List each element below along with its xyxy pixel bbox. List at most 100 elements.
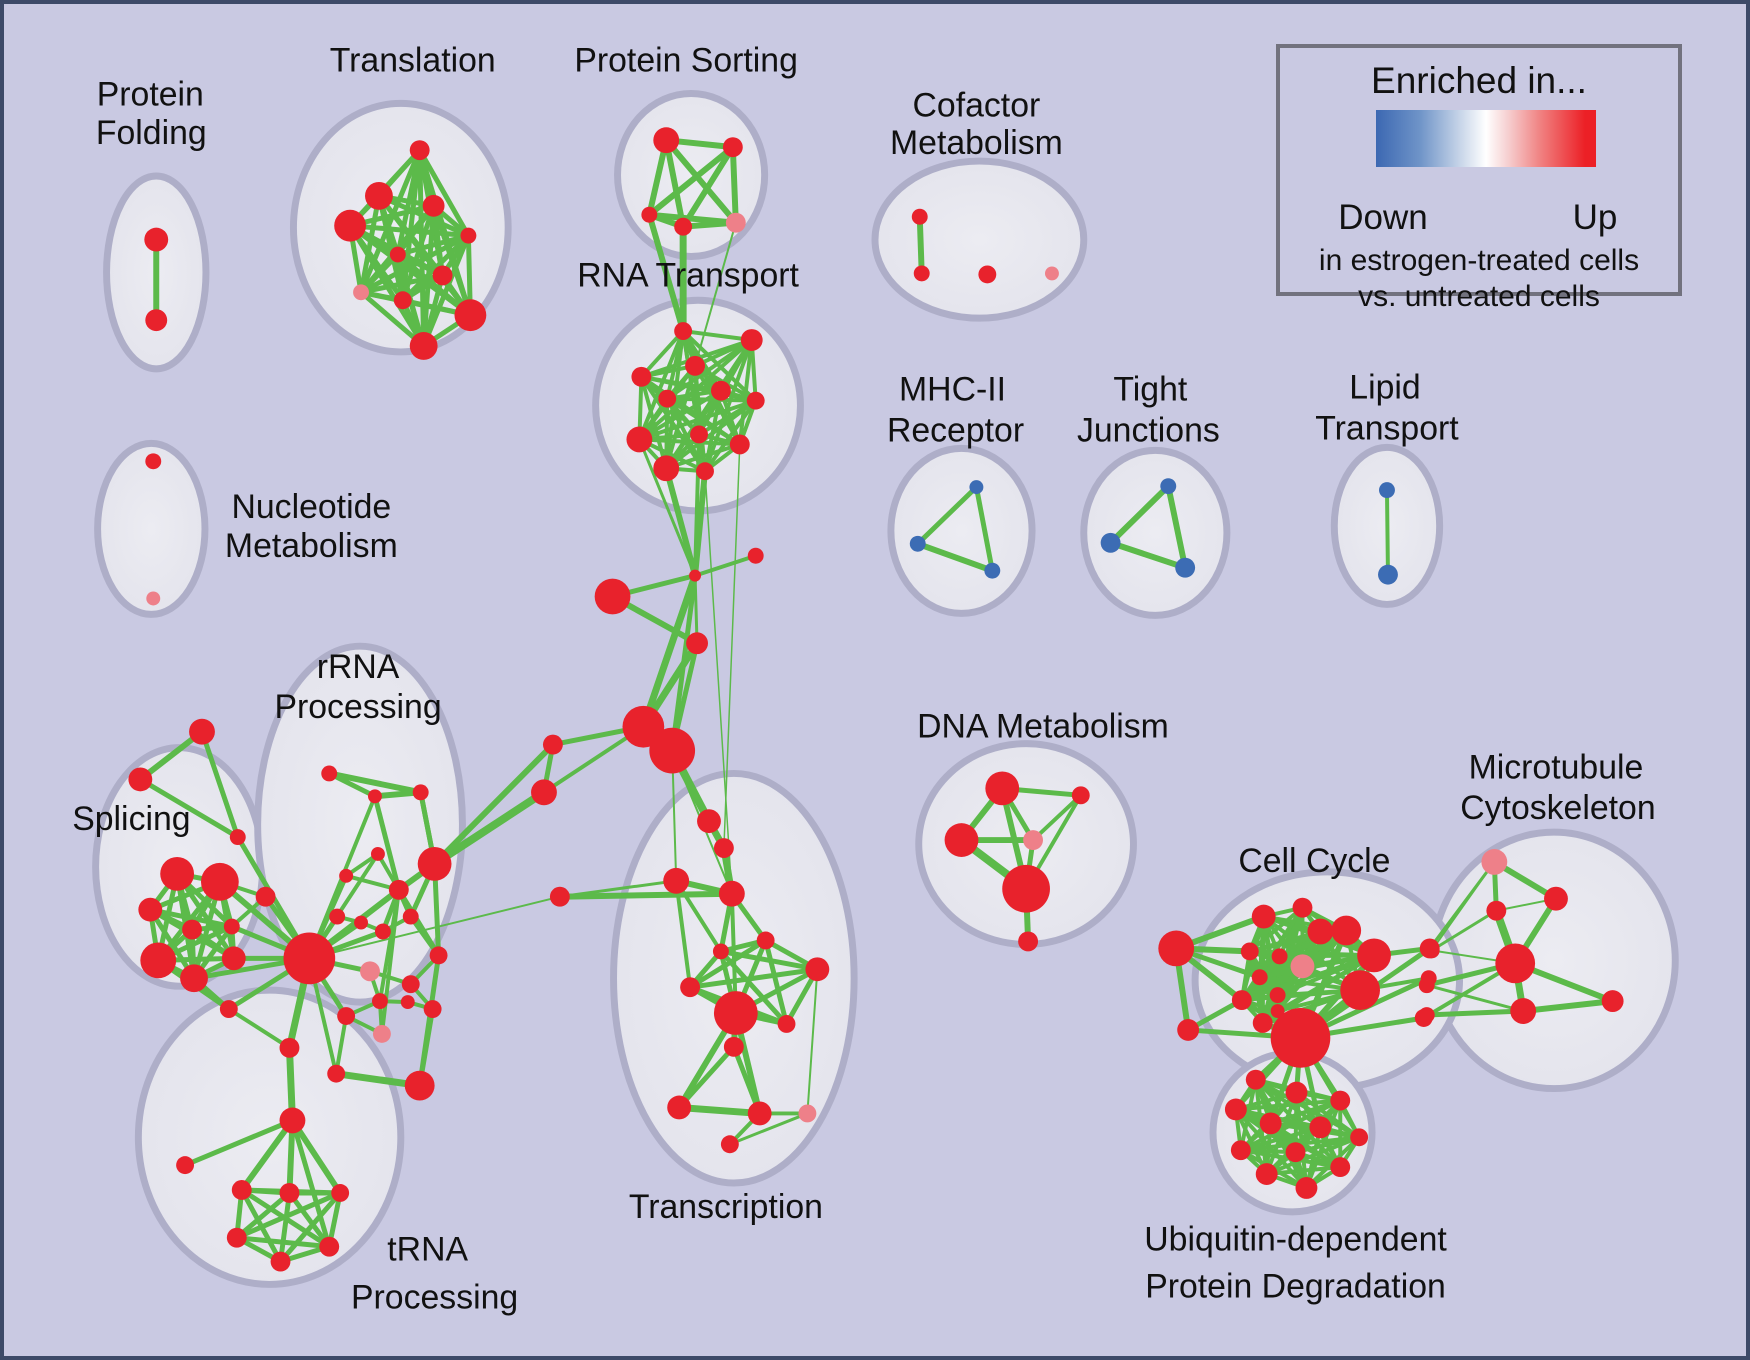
node-c1[interactable] <box>219 1000 238 1018</box>
node-cc9[interactable] <box>1251 969 1268 986</box>
node-mt4[interactable] <box>1495 943 1536 984</box>
node-s1[interactable] <box>160 856 195 891</box>
node-cc15[interactable] <box>1270 1004 1285 1018</box>
node-r17[interactable] <box>400 995 415 1010</box>
node-cc10[interactable] <box>1357 938 1391 973</box>
node-r1[interactable] <box>321 765 338 782</box>
node-u12[interactable] <box>1295 1177 1318 1199</box>
node-t1[interactable] <box>409 140 430 161</box>
node-s4[interactable] <box>182 919 202 940</box>
node-d6[interactable] <box>1018 931 1039 952</box>
node-ps1[interactable] <box>653 127 680 154</box>
node-f1[interactable] <box>189 718 215 745</box>
node-d3[interactable] <box>1023 830 1044 850</box>
node-tj1[interactable] <box>1160 478 1177 495</box>
node-rt3[interactable] <box>685 355 706 376</box>
node-r6[interactable] <box>388 879 409 900</box>
node-r4[interactable] <box>370 847 385 861</box>
node-c6[interactable] <box>542 734 563 755</box>
node-rt2[interactable] <box>740 329 763 351</box>
node-cc4[interactable] <box>1307 918 1334 945</box>
node-r3[interactable] <box>412 784 429 801</box>
node-b1[interactable] <box>279 1037 300 1058</box>
node-u5[interactable] <box>1259 1112 1282 1135</box>
node-rt6[interactable] <box>746 391 765 410</box>
node-ps5[interactable] <box>725 212 746 233</box>
node-cf3[interactable] <box>978 265 997 284</box>
node-r9[interactable] <box>354 915 368 930</box>
node-pf1[interactable] <box>144 227 169 252</box>
node-cc7[interactable] <box>1271 948 1288 965</box>
node-cc14[interactable] <box>1252 1013 1273 1033</box>
node-x4[interactable] <box>718 880 745 907</box>
node-u10[interactable] <box>1255 1163 1278 1186</box>
node-h6[interactable] <box>319 1236 340 1257</box>
node-cc19[interactable] <box>1420 970 1437 987</box>
node-r13[interactable] <box>360 961 380 982</box>
node-h1[interactable] <box>231 1180 252 1200</box>
node-m2[interactable] <box>909 535 926 552</box>
node-r20[interactable] <box>372 1024 391 1043</box>
node-s9[interactable] <box>255 886 276 907</box>
node-u3[interactable] <box>1330 1090 1351 1111</box>
node-mt1[interactable] <box>1481 849 1508 875</box>
node-cc18[interactable] <box>1419 938 1440 959</box>
node-hub1[interactable] <box>283 932 336 985</box>
node-r12[interactable] <box>429 946 448 965</box>
node-x12[interactable] <box>667 1095 692 1120</box>
node-s3[interactable] <box>138 897 163 922</box>
node-c5[interactable] <box>686 632 708 655</box>
node-lt2[interactable] <box>1378 564 1398 585</box>
node-s2[interactable] <box>200 862 239 901</box>
node-d2[interactable] <box>944 823 979 857</box>
node-x3[interactable] <box>663 867 690 894</box>
node-x10[interactable] <box>777 1015 796 1033</box>
node-x9[interactable] <box>713 991 758 1035</box>
node-n2[interactable] <box>146 591 161 606</box>
node-u8[interactable] <box>1230 1140 1251 1161</box>
node-mt3[interactable] <box>1486 900 1507 921</box>
node-cc8[interactable] <box>1290 954 1315 979</box>
node-cf1[interactable] <box>911 208 928 225</box>
node-cc13[interactable] <box>1269 987 1286 1004</box>
node-lt1[interactable] <box>1379 482 1395 499</box>
node-x5[interactable] <box>712 943 729 960</box>
node-r18[interactable] <box>423 1000 442 1018</box>
node-t8[interactable] <box>353 284 369 301</box>
node-u11[interactable] <box>1330 1157 1351 1178</box>
node-c2[interactable] <box>747 547 764 564</box>
node-h5[interactable] <box>270 1251 291 1272</box>
node-cf4[interactable] <box>1044 266 1059 281</box>
node-cc5[interactable] <box>1331 915 1362 946</box>
node-r10[interactable] <box>374 923 391 940</box>
node-n1[interactable] <box>145 453 162 470</box>
node-bx1[interactable] <box>327 1064 346 1083</box>
node-u7[interactable] <box>1350 1128 1369 1147</box>
node-d5[interactable] <box>1071 786 1090 805</box>
node-m1[interactable] <box>969 480 984 495</box>
node-cc6[interactable] <box>1240 942 1259 961</box>
node-tj3[interactable] <box>1175 557 1196 578</box>
node-rt12[interactable] <box>696 462 714 481</box>
node-ps2[interactable] <box>722 137 743 158</box>
node-rt11[interactable] <box>653 455 680 482</box>
node-u9[interactable] <box>1285 1142 1306 1163</box>
node-x11[interactable] <box>723 1036 744 1057</box>
node-t7[interactable] <box>432 265 453 286</box>
node-h4[interactable] <box>226 1227 247 1248</box>
node-r8[interactable] <box>329 908 346 925</box>
node-t5[interactable] <box>460 227 477 244</box>
node-rt1[interactable] <box>674 322 693 341</box>
node-h2[interactable] <box>279 1183 300 1203</box>
node-cc1[interactable] <box>1158 930 1195 967</box>
node-cc12[interactable] <box>1231 990 1252 1011</box>
node-b3[interactable] <box>176 1156 195 1175</box>
node-pf2[interactable] <box>145 309 168 332</box>
node-cc16[interactable] <box>1177 1018 1200 1041</box>
node-u1[interactable] <box>1245 1069 1266 1090</box>
node-x14[interactable] <box>798 1104 817 1123</box>
node-x13[interactable] <box>747 1101 772 1126</box>
node-mt7[interactable] <box>1510 998 1537 1024</box>
node-d4[interactable] <box>1002 864 1050 913</box>
node-rt4[interactable] <box>631 366 652 387</box>
